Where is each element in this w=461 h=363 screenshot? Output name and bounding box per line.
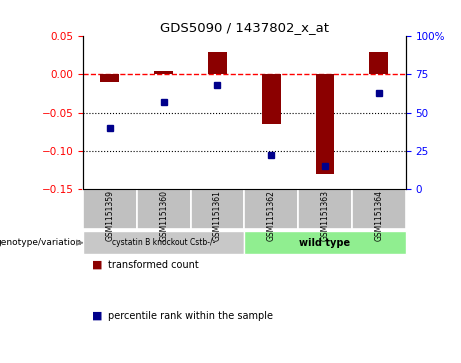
Bar — [208, 52, 227, 74]
Text: GSM1151363: GSM1151363 — [320, 190, 330, 241]
Title: GDS5090 / 1437802_x_at: GDS5090 / 1437802_x_at — [160, 21, 329, 34]
Bar — [83, 189, 137, 229]
Bar — [100, 74, 119, 82]
Bar — [137, 189, 190, 229]
Text: GSM1151360: GSM1151360 — [159, 190, 168, 241]
Bar — [244, 231, 406, 254]
Text: percentile rank within the sample: percentile rank within the sample — [108, 311, 273, 321]
Text: GSM1151364: GSM1151364 — [374, 190, 383, 241]
Bar — [83, 231, 244, 254]
Text: cystatin B knockout Cstb-/-: cystatin B knockout Cstb-/- — [112, 238, 215, 247]
Bar — [154, 70, 173, 74]
Text: GSM1151359: GSM1151359 — [106, 190, 114, 241]
Text: ■: ■ — [92, 311, 103, 321]
Text: wild type: wild type — [300, 238, 350, 248]
Bar — [352, 189, 406, 229]
Text: GSM1151361: GSM1151361 — [213, 190, 222, 241]
Bar — [190, 189, 244, 229]
Bar — [369, 52, 388, 74]
Text: ■: ■ — [92, 260, 103, 270]
Text: genotype/variation: genotype/variation — [0, 238, 82, 247]
Bar — [298, 189, 352, 229]
Bar — [262, 74, 281, 124]
Bar — [244, 189, 298, 229]
Text: transformed count: transformed count — [108, 260, 199, 270]
Bar — [316, 74, 334, 174]
Text: GSM1151362: GSM1151362 — [267, 190, 276, 241]
